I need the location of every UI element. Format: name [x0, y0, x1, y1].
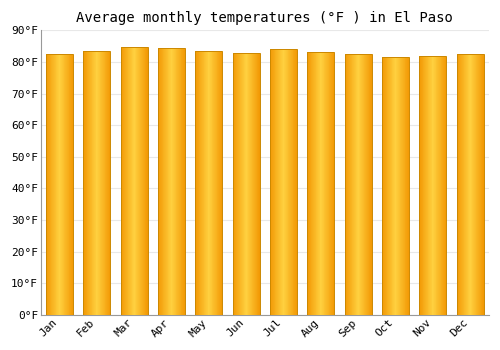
Bar [457, 54, 483, 315]
Bar [46, 54, 73, 315]
Bar [382, 57, 409, 315]
Bar [345, 54, 372, 315]
Title: Average monthly temperatures (°F ) in El Paso: Average monthly temperatures (°F ) in El… [76, 11, 454, 25]
Bar [233, 53, 260, 315]
Bar [196, 51, 222, 315]
Bar [420, 56, 446, 315]
Bar [158, 48, 185, 315]
Bar [270, 49, 297, 315]
Bar [121, 47, 148, 315]
Bar [84, 51, 110, 315]
Bar [308, 51, 334, 315]
